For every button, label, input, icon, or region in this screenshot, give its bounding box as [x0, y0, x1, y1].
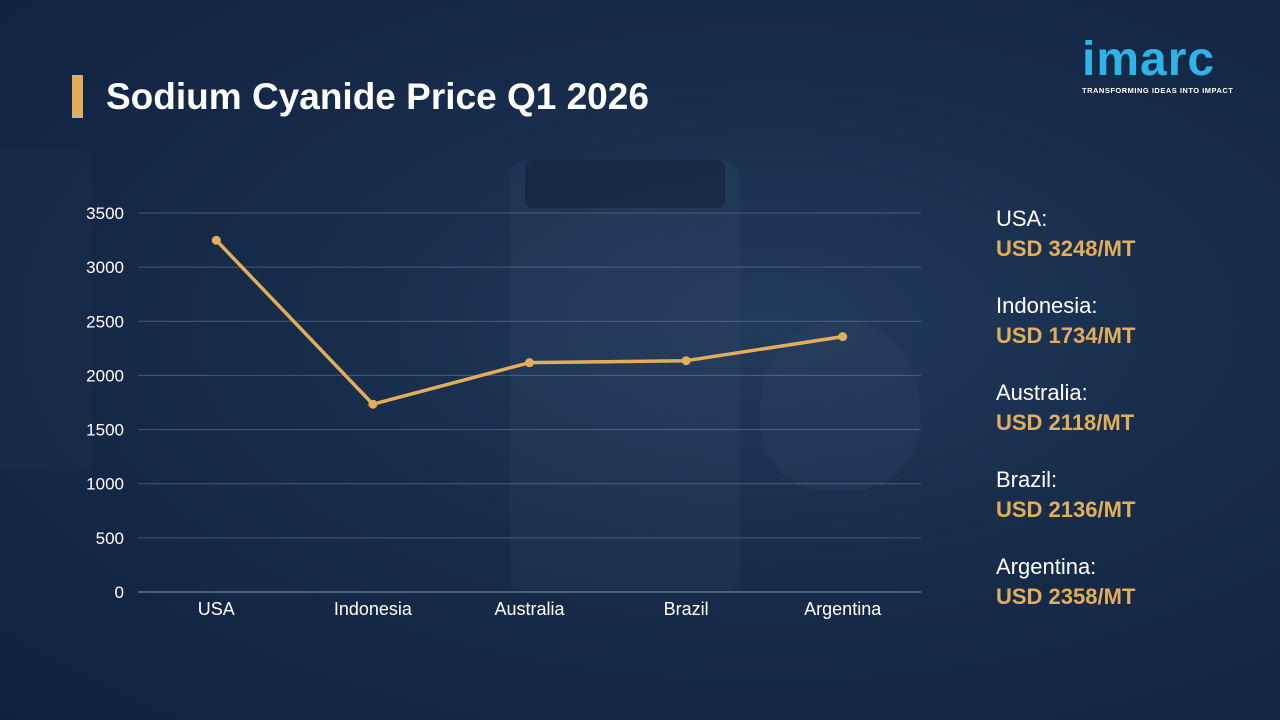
y-tick-label: 3500: [86, 204, 124, 223]
x-tick-label: Argentina: [804, 599, 882, 619]
legend-item-indonesia: Indonesia: USD 1734/MT: [996, 291, 1266, 378]
data-point: [368, 399, 378, 409]
y-tick-label: 500: [96, 529, 124, 548]
logo-wordmark: imarc: [1082, 33, 1216, 86]
legend-country: Brazil:: [996, 467, 1058, 492]
legend-country: Indonesia:: [996, 293, 1098, 318]
logo-tagline: TRANSFORMING IDEAS INTO IMPACT: [1082, 86, 1234, 95]
price-legend: USA: USD 3248/MT Indonesia: USD 1734/MT …: [996, 204, 1266, 639]
legend-item-australia: Australia: USD 2118/MT: [996, 378, 1266, 465]
data-point: [681, 356, 691, 366]
y-tick-label: 1500: [86, 421, 124, 440]
legend-item-usa: USA: USD 3248/MT: [996, 204, 1266, 291]
imarc-logo: imarc TRANSFORMING IDEAS INTO IMPACT: [1082, 32, 1247, 95]
x-tick-label: Indonesia: [334, 599, 413, 619]
x-tick-label: USA: [198, 599, 235, 619]
legend-price: USD 1734/MT: [996, 323, 1136, 348]
x-tick-label: Brazil: [664, 599, 709, 619]
x-tick-label: Australia: [494, 599, 565, 619]
data-point: [211, 235, 221, 245]
legend-country: Australia:: [996, 380, 1088, 405]
data-point: [525, 358, 534, 368]
y-tick-label: 1000: [86, 475, 124, 494]
y-tick-label: 2000: [86, 366, 124, 385]
legend-item-argentina: Argentina: USD 2358/MT: [996, 552, 1266, 639]
legend-country: Argentina:: [996, 554, 1097, 579]
y-tick-label: 0: [115, 583, 124, 602]
legend-item-brazil: Brazil: USD 2136/MT: [996, 465, 1266, 552]
legend-price: USD 2358/MT: [996, 584, 1136, 609]
legend-price: USD 2118/MT: [996, 410, 1135, 435]
legend-price: USD 2136/MT: [996, 497, 1136, 522]
legend-price: USD 3248/MT: [996, 236, 1136, 261]
title-accent-bar: [72, 75, 83, 118]
y-tick-label: 2500: [86, 312, 124, 331]
data-point: [838, 332, 848, 342]
y-tick-label: 3000: [86, 258, 124, 277]
series-line: [214, 238, 845, 406]
legend-country: USA:: [996, 206, 1048, 231]
page-title: Sodium Cyanide Price Q1 2026: [106, 76, 649, 117]
